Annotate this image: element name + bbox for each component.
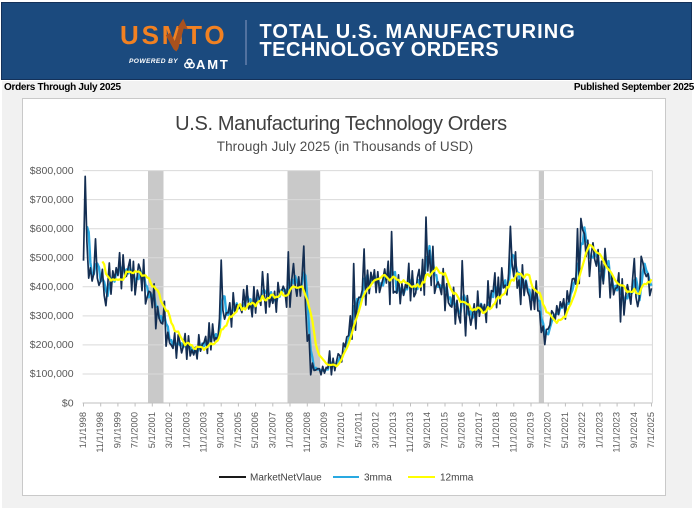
svg-text:11/1/2018: 11/1/2018 [508,412,518,453]
svg-text:9/1/2009: 9/1/2009 [319,412,329,448]
svg-text:$700,000: $700,000 [30,194,74,206]
svg-text:Through July 2025 (in Thousand: Through July 2025 (in Thousands of USD) [217,139,474,154]
svg-text:$600,000: $600,000 [30,223,74,235]
svg-text:5/1/2006: 5/1/2006 [250,412,260,448]
svg-text:$400,000: $400,000 [30,281,74,293]
svg-text:11/1/2008: 11/1/2008 [302,412,312,453]
svg-text:9/1/2004: 9/1/2004 [216,412,226,448]
svg-text:5/1/2001: 5/1/2001 [147,412,157,448]
svg-text:7/1/2015: 7/1/2015 [440,412,450,448]
svg-text:11/1/2023: 11/1/2023 [612,412,622,453]
svg-text:9/1/2019: 9/1/2019 [526,412,536,448]
svg-text:7/1/2000: 7/1/2000 [130,412,140,448]
svg-text:$100,000: $100,000 [30,368,74,380]
svg-text:1/1/1998: 1/1/1998 [78,412,88,448]
svg-text:MarketNetVlaue: MarketNetVlaue [250,473,322,484]
svg-text:9/1/1999: 9/1/1999 [112,412,122,448]
svg-text:$300,000: $300,000 [30,310,74,322]
svg-text:$500,000: $500,000 [30,252,74,264]
svg-text:11/1/2003: 11/1/2003 [199,412,209,453]
svg-text:7/1/2005: 7/1/2005 [233,412,243,448]
svg-text:3mma: 3mma [364,473,392,484]
svg-text:11/1/1998: 11/1/1998 [95,412,105,453]
svg-text:$200,000: $200,000 [30,339,74,351]
svg-text:$0: $0 [62,397,74,409]
svg-text:1/1/2008: 1/1/2008 [285,412,295,448]
svg-text:1/1/2003: 1/1/2003 [181,412,191,448]
svg-text:3/1/2007: 3/1/2007 [267,412,277,448]
svg-text:9/1/2014: 9/1/2014 [422,412,432,448]
svg-text:1/1/2023: 1/1/2023 [594,412,604,448]
svg-text:7/1/2025: 7/1/2025 [646,412,656,448]
svg-text:7/1/2010: 7/1/2010 [336,412,346,448]
svg-text:7/1/2020: 7/1/2020 [543,412,553,448]
svg-text:1/1/2018: 1/1/2018 [491,412,501,448]
svg-text:5/1/2021: 5/1/2021 [560,412,570,448]
svg-text:5/1/2016: 5/1/2016 [457,412,467,448]
svg-text:3/1/2017: 3/1/2017 [474,412,484,448]
svg-text:11/1/2013: 11/1/2013 [405,412,415,453]
svg-text:5/1/2011: 5/1/2011 [353,412,363,448]
svg-text:$800,000: $800,000 [30,165,74,177]
svg-text:12mma: 12mma [440,473,474,484]
svg-text:9/1/2024: 9/1/2024 [629,412,639,448]
svg-text:3/1/2002: 3/1/2002 [164,412,174,448]
svg-text:3/1/2012: 3/1/2012 [371,412,381,448]
svg-text:3/1/2022: 3/1/2022 [577,412,587,448]
svg-text:1/1/2013: 1/1/2013 [388,412,398,448]
svg-text:U.S. Manufacturing Technology: U.S. Manufacturing Technology Orders [175,113,507,135]
